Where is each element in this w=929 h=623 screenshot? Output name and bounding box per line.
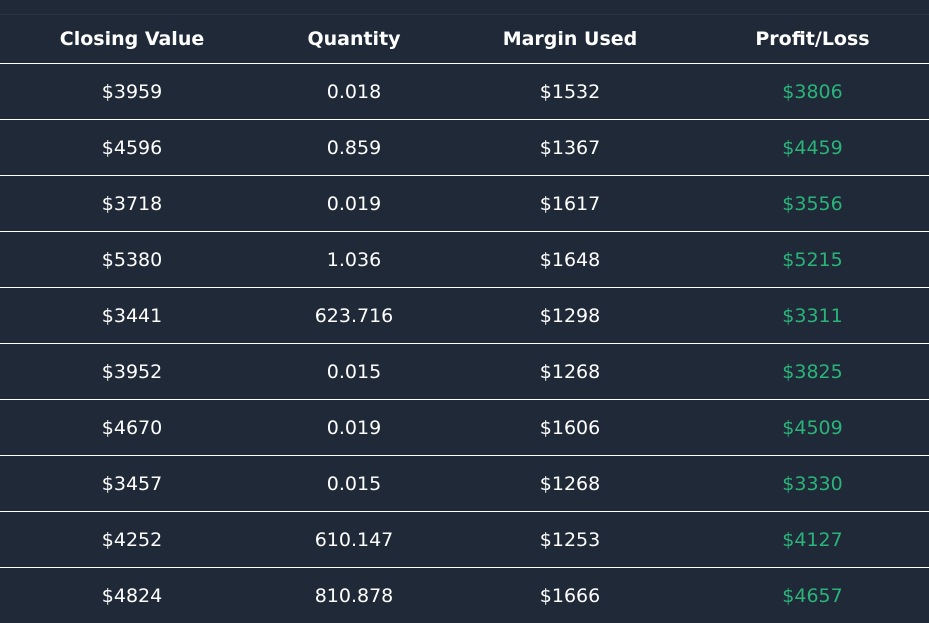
cell-margin-used: $1367 [444,119,696,176]
table-row: $3441 623.716 $1298 $3311 [0,287,929,344]
table-header-row: Closing Value Quantity Margin Used Profi… [0,15,929,64]
cell-margin-used: $1253 [444,511,696,568]
cell-quantity: 0.019 [264,399,444,456]
cell-closing-value: $3718 [0,175,264,232]
trades-table: Closing Value Quantity Margin Used Profi… [0,15,929,623]
cell-margin-used: $1268 [444,455,696,512]
cell-profit-loss: $4127 [696,511,929,568]
cell-profit-loss: $3330 [696,455,929,512]
cell-closing-value: $5380 [0,231,264,288]
cell-closing-value: $3959 [0,63,264,120]
cell-profit-loss: $3825 [696,343,929,400]
cell-closing-value: $3457 [0,455,264,512]
cell-quantity: 810.878 [314,584,394,607]
top-strip [0,0,929,15]
cell-closing-value: $4824 [101,584,163,607]
cell-quantity: 0.015 [264,455,444,512]
cell-quantity: 1.036 [264,231,444,288]
table-row: $4252 610.147 $1253 $4127 [0,511,929,568]
cell-quantity: 0.018 [264,63,444,120]
cell-margin-used: $1532 [444,63,696,120]
table-row: $3457 0.015 $1268 $3330 [0,455,929,512]
cell-quantity: 0.859 [264,119,444,176]
cell-quantity: 623.716 [264,287,444,344]
cell-profit-loss: $3311 [696,287,929,344]
table-row: $3959 0.018 $1532 $3806 [0,63,929,120]
table-row: $4670 0.019 $1606 $4509 [0,399,929,456]
cell-profit-loss: $5215 [696,231,929,288]
cell-profit-loss: $4509 [696,399,929,456]
cell-margin-used: $1666 [539,584,601,607]
column-header-quantity[interactable]: Quantity [264,15,444,64]
column-header-closing-value[interactable]: Closing Value [0,15,264,64]
cell-closing-value: $3952 [0,343,264,400]
cell-closing-value: $4596 [0,119,264,176]
cell-margin-used: $1268 [444,343,696,400]
table-row: $4596 0.859 $1367 $4459 [0,119,929,176]
cell-profit-loss: $3556 [696,175,929,232]
table-row: $4824 810.878 $1666 $4657 [0,568,929,623]
cell-closing-value: $3441 [0,287,264,344]
cell-closing-value: $4252 [0,511,264,568]
table-row: $5380 1.036 $1648 $5215 [0,231,929,288]
cell-quantity: 0.019 [264,175,444,232]
cell-quantity: 0.015 [264,343,444,400]
column-header-margin-used[interactable]: Margin Used [444,15,696,64]
cell-margin-used: $1606 [444,399,696,456]
cell-margin-used: $1298 [444,287,696,344]
cell-closing-value: $4670 [0,399,264,456]
table-body: $3959 0.018 $1532 $3806 $4596 0.859 $136… [0,63,929,623]
cell-margin-used: $1648 [444,231,696,288]
cell-profit-loss: $4657 [782,584,843,607]
cell-profit-loss: $3806 [696,63,929,120]
cell-margin-used: $1617 [444,175,696,232]
table-row: $3718 0.019 $1617 $3556 [0,175,929,232]
column-header-profit-loss[interactable]: Profit/Loss [696,15,929,64]
table-row: $3952 0.015 $1268 $3825 [0,343,929,400]
cell-profit-loss: $4459 [696,119,929,176]
cell-quantity: 610.147 [264,511,444,568]
